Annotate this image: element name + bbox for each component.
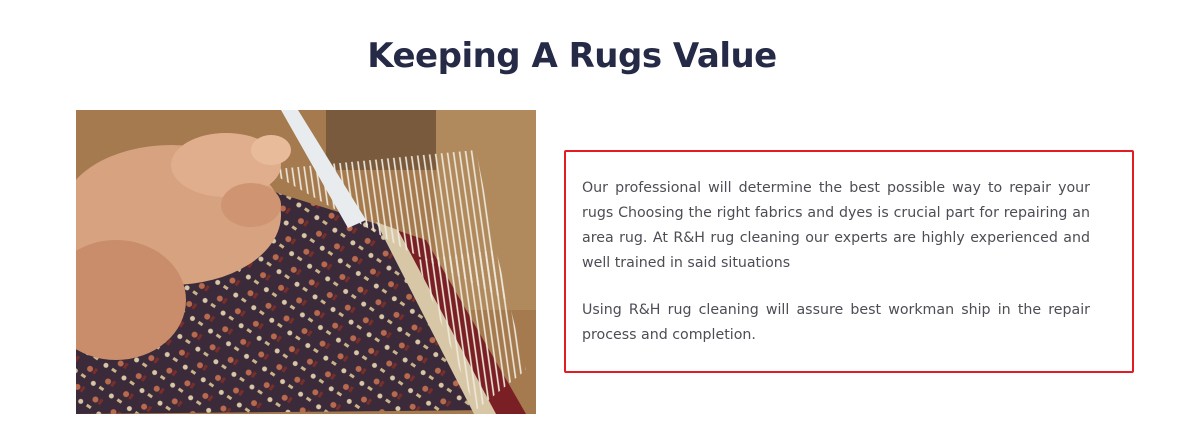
description-paragraph-2: Using R&H rug cleaning will assure best … [582,302,1090,343]
description-box: Our professional will determine the best… [564,150,1134,373]
description-paragraph-1: Our professional will determine the best… [582,180,1090,271]
section-title: Keeping A Rugs Value [367,36,777,76]
rug-repair-photo [76,110,536,414]
